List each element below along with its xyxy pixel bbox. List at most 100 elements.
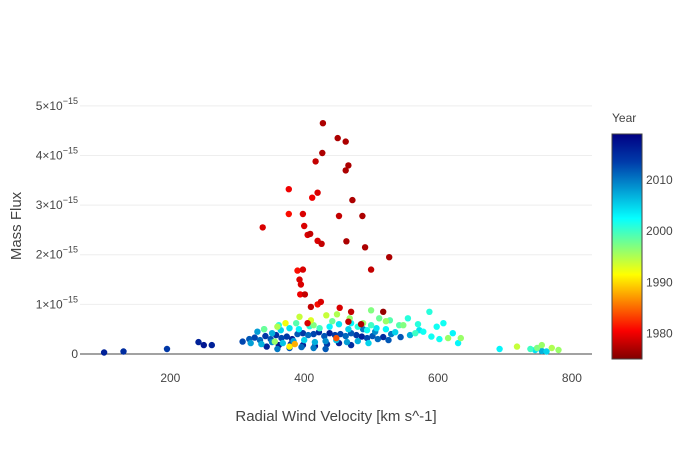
data-point: [323, 312, 330, 319]
data-point: [347, 308, 355, 315]
data-point: [444, 334, 452, 342]
data-point: [307, 303, 315, 311]
data-point: [208, 341, 215, 349]
data-point: [548, 344, 555, 352]
data-point: [392, 329, 399, 336]
data-point: [299, 266, 307, 273]
data-point: [295, 326, 303, 333]
data-point: [457, 334, 464, 342]
x-tick-label: 600: [428, 371, 448, 385]
data-point: [307, 230, 314, 238]
colorbar-tick-label: 1980: [646, 326, 673, 340]
data-point: [301, 336, 308, 344]
data-point: [404, 315, 412, 322]
data-point: [279, 339, 286, 347]
data-point: [354, 337, 361, 345]
data-point: [296, 313, 303, 320]
data-point: [293, 320, 300, 327]
data-point: [304, 320, 311, 327]
y-tick-label: 5×10−15: [36, 96, 78, 113]
colorbar-tick-label: 1990: [646, 275, 673, 289]
data-point: [310, 330, 317, 338]
data-point: [386, 254, 393, 261]
data-point: [345, 318, 352, 325]
data-point: [322, 345, 329, 353]
data-point: [426, 308, 433, 315]
data-point: [268, 330, 276, 337]
data-point: [449, 330, 456, 337]
data-point: [333, 311, 341, 318]
data-point: [359, 212, 366, 220]
data-point: [322, 337, 329, 345]
data-point: [358, 333, 365, 340]
data-point: [533, 344, 541, 352]
data-point: [263, 343, 270, 350]
data-point: [343, 338, 351, 346]
data-point: [373, 325, 380, 332]
data-point: [309, 194, 316, 201]
data-point: [440, 320, 447, 327]
data-point: [301, 291, 309, 298]
x-tick-label: 400: [294, 371, 314, 385]
data-point: [294, 330, 301, 338]
grid: [80, 105, 592, 355]
y-tick-label: 0: [71, 347, 78, 361]
data-point: [345, 326, 352, 333]
data-point: [334, 134, 341, 142]
data-point: [271, 338, 278, 345]
data-point: [385, 336, 392, 344]
y-tick-exponent: −15: [63, 195, 78, 205]
data-point: [299, 330, 307, 337]
data-point: [353, 331, 360, 339]
data-point: [357, 321, 365, 328]
y-tick-label: 1×10−15: [36, 294, 78, 311]
data-point: [380, 308, 387, 315]
data-point: [420, 328, 427, 335]
data-point: [286, 325, 293, 332]
data-point: [317, 298, 325, 306]
data-point: [380, 333, 387, 341]
data-point: [333, 334, 340, 342]
data-point: [100, 349, 108, 356]
colorbar-tick-label: 2010: [646, 173, 673, 187]
y-tick-label: 2×10−15: [36, 245, 78, 262]
data-point: [342, 332, 349, 340]
data-point: [318, 240, 325, 247]
data-point: [454, 339, 462, 347]
y-tick-exponent: −15: [63, 294, 78, 304]
data-point: [326, 323, 333, 330]
data-point: [363, 334, 371, 342]
data-point: [414, 321, 422, 328]
data-point: [496, 345, 503, 353]
data-point: [365, 339, 372, 347]
data-point: [297, 291, 304, 298]
y-axis-title: Mass Flux: [8, 191, 25, 260]
data-point: [543, 348, 550, 355]
x-axis-title: Radial Wind Velocity [km s^-1]: [235, 408, 436, 425]
data-point: [299, 210, 307, 218]
data-point: [319, 120, 327, 127]
data-point: [305, 331, 312, 339]
colorbar-tick-label: 2000: [646, 224, 673, 238]
data-point: [345, 162, 352, 169]
data-point: [319, 149, 326, 157]
x-tick-label: 200: [160, 371, 180, 385]
data-point: [310, 344, 317, 352]
data-point: [200, 341, 207, 349]
data-point: [311, 338, 319, 346]
data-point: [316, 325, 323, 332]
data-point: [406, 331, 414, 339]
data-point: [294, 267, 301, 274]
data-point: [195, 338, 202, 346]
colorbar-title: Year: [612, 111, 636, 125]
data-point: [329, 318, 336, 325]
data-point: [433, 323, 440, 330]
data-point: [258, 340, 265, 348]
data-point: [247, 339, 254, 347]
data-point: [343, 238, 350, 245]
data-point: [274, 345, 281, 353]
data-points: [100, 120, 562, 356]
data-point: [555, 346, 562, 354]
colorbar: Year 2010 2000 1990 1980: [611, 111, 673, 360]
